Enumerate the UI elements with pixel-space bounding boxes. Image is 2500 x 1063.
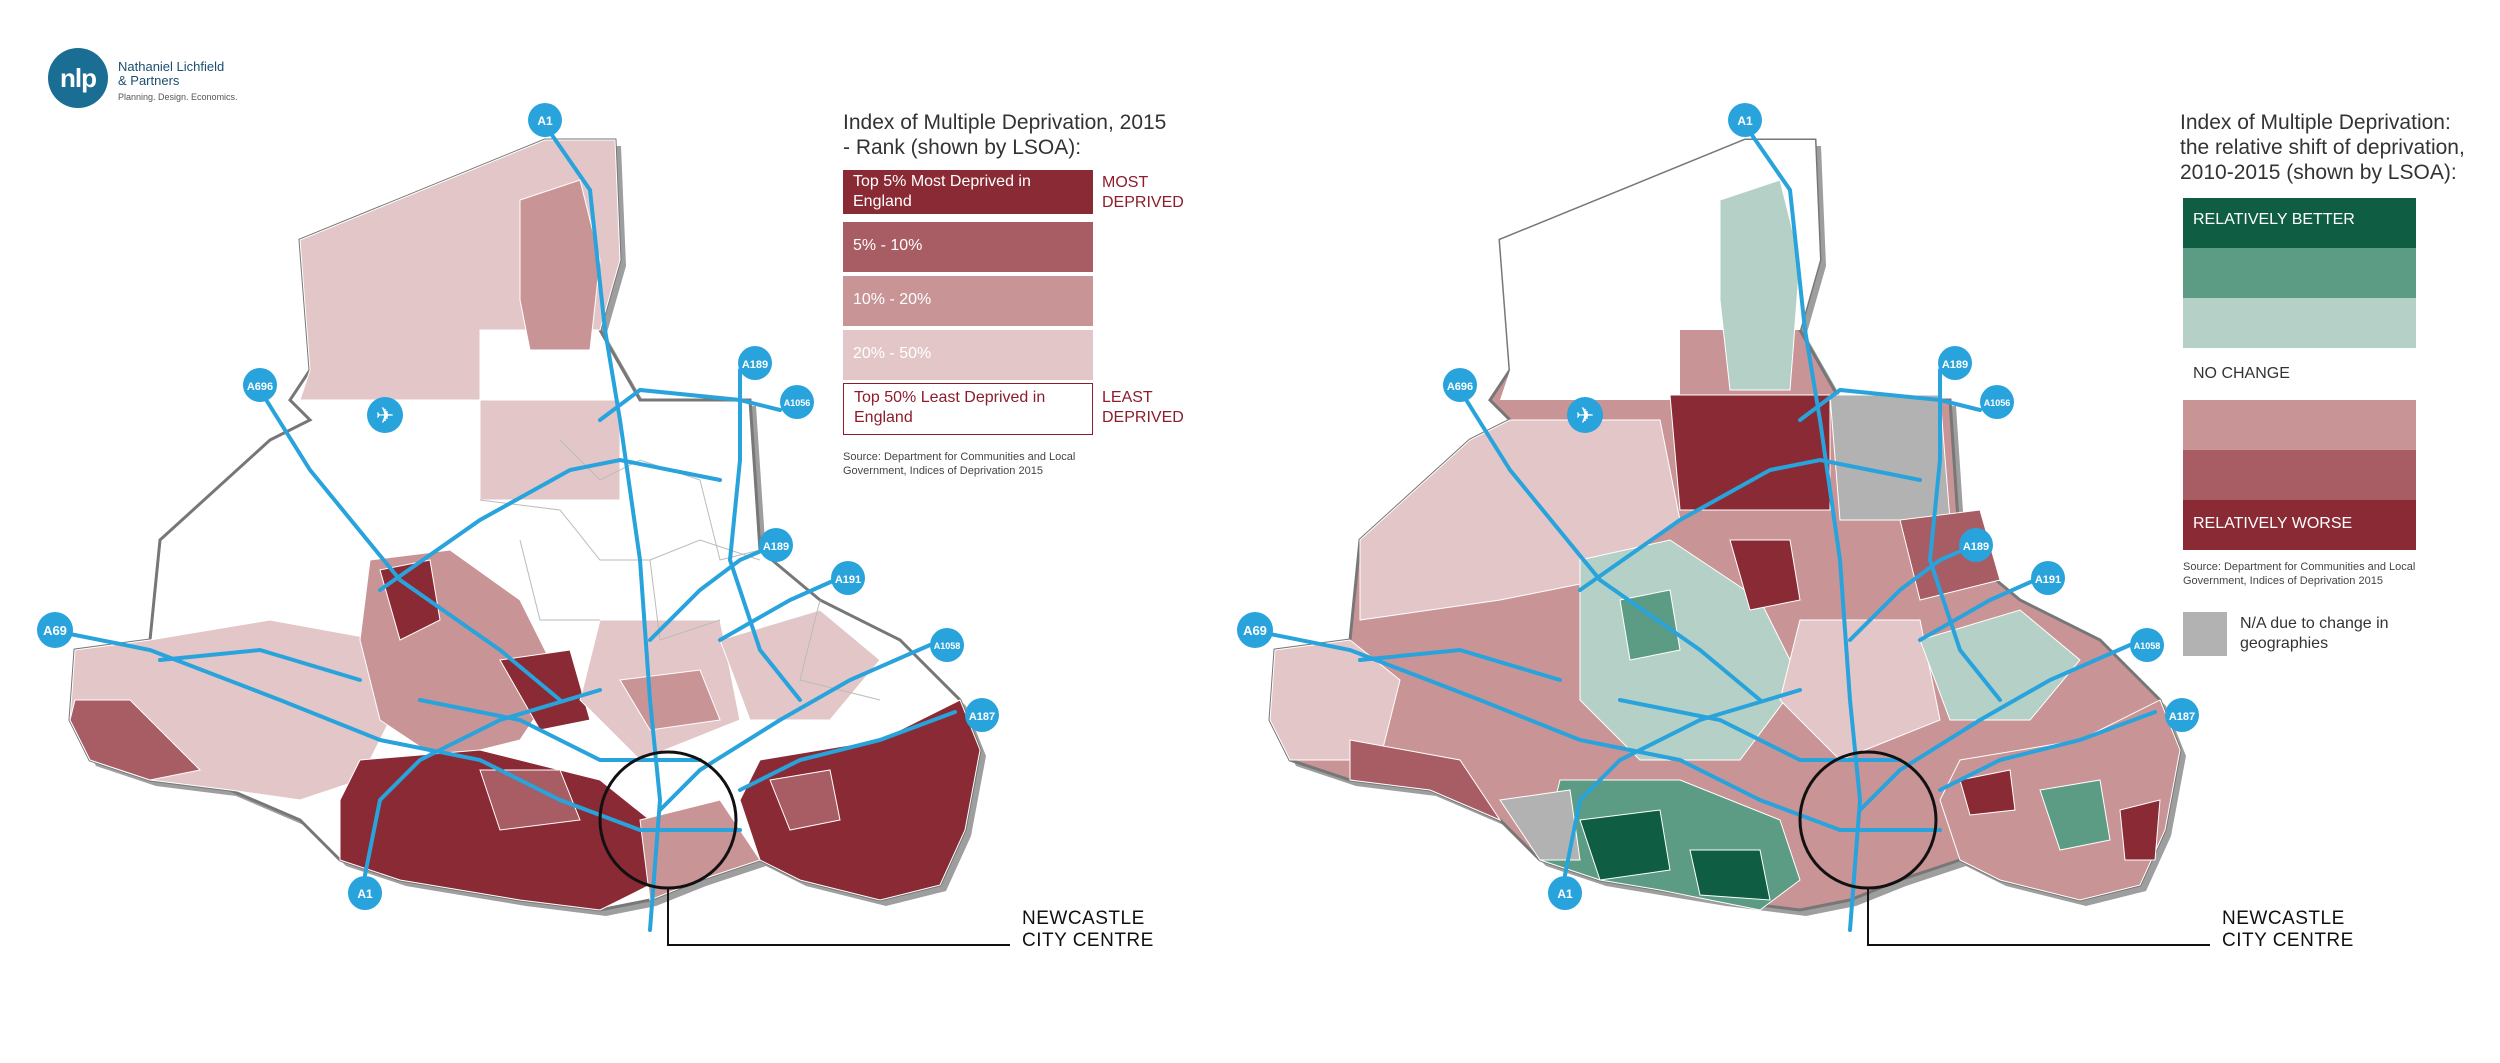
right-road-label-a1-north: A1: [1737, 114, 1753, 128]
right-road-label-a696: A696: [1447, 381, 1473, 393]
right-road-label-a69: A69: [1243, 623, 1267, 638]
right-legend-worse-mid: [2183, 450, 2416, 500]
svg-text:✈: ✈: [376, 403, 394, 428]
left-zone-west-edge: [69, 699, 202, 781]
left-road-label-a189-north: A189: [742, 359, 768, 371]
right-legend-better-mid: [2183, 248, 2416, 298]
nlp-logo: nlp: [48, 48, 108, 108]
right-road-markers: A1 A696 A189 A1056 A189 A191 A69 A1058 A…: [1237, 103, 2199, 910]
right-legend-title: Index of Multiple Deprivation: the relat…: [2180, 111, 2465, 184]
right-zone-centre-pale: [1779, 619, 1941, 761]
logo-name-line2: & Partners: [118, 73, 180, 88]
right-zone-west-edge: [1349, 739, 1502, 822]
right-zone-south-strong1: [1579, 809, 1671, 881]
left-zone-north-mid: [519, 179, 601, 351]
right-road-label-a191: A191: [2035, 574, 2061, 586]
right-road-network: [1248, 123, 2157, 932]
left-road-label-a1056: A1056: [784, 398, 811, 408]
left-zone-airport-east: [479, 399, 621, 501]
right-zone-east-green: [2039, 779, 2111, 851]
right-zone-na-grey-north: [1829, 394, 1951, 521]
right-zone-east-dark: [2119, 799, 2161, 861]
right-zone-south-strong2: [1689, 849, 1771, 901]
left-road-label-a1-north: A1: [537, 114, 553, 128]
left-zone-south-mid: [479, 769, 581, 831]
logo-tagline: Planning. Design. Economics.: [118, 92, 238, 102]
left-legend-top5: Top 5% Most Deprived in England: [843, 170, 1093, 214]
left-zone-east-dark: [739, 699, 981, 901]
right-road-label-a1058: A1058: [2134, 641, 2161, 651]
right-zone-centre-east-dark: [1959, 769, 2016, 816]
logo-wordmark: Nathaniel Lichfield & Partners Planning.…: [118, 60, 238, 104]
right-airport-icon: [1567, 397, 1603, 433]
right-road-label-a1056: A1056: [1984, 398, 2011, 408]
right-zone-central-dark: [1729, 539, 1801, 611]
left-road-label-a69: A69: [43, 623, 67, 638]
left-zone-east-pale: [719, 609, 881, 721]
right-legend-no-change: NO CHANGE: [2193, 365, 2290, 382]
right-road-label-a187: A187: [2169, 711, 2195, 723]
left-legend-most-label: MOST DEPRIVED: [1102, 174, 1184, 211]
right-zone-dark-block: [1669, 394, 1831, 511]
left-legend-source: Source: Department for Communities and L…: [843, 451, 1076, 477]
left-legend-least-label: LEAST DEPRIVED: [1102, 389, 1184, 426]
svg-text:✈: ✈: [1576, 403, 1594, 428]
right-legend-better-light: [2183, 298, 2416, 348]
right-zone-east-green-light: [1919, 609, 2081, 721]
left-road-label-a187: A187: [969, 711, 995, 723]
left-road-network: [48, 123, 957, 932]
right-legend-source: Source: Department for Communities and L…: [2183, 561, 2416, 587]
right-legend-worse-strong: RELATIVELY WORSE: [2183, 500, 2416, 550]
left-legend-5-10: 5% - 10%: [843, 222, 1093, 272]
right-legend-na-swatch: [2183, 612, 2227, 656]
right-zone-na-grey-south: [1499, 789, 1581, 861]
left-road-label-a696: A696: [247, 381, 273, 393]
left-legend-10-20: 10% - 20%: [843, 276, 1093, 326]
left-zone-east-mid: [769, 769, 841, 831]
logo-name-line1: Nathaniel Lichfield: [118, 59, 225, 74]
left-legend-title: Index of Multiple Deprivation, 2015 - Ra…: [843, 111, 1167, 159]
left-callout-label: NEWCASTLE CITY CENTRE: [1022, 908, 1154, 951]
left-callout-leader: [667, 888, 1010, 946]
right-zone-north-green: [1719, 179, 1801, 391]
right-road-label-a1-south: A1: [1557, 887, 1573, 901]
right-road-label-a189-north: A189: [1942, 359, 1968, 371]
left-road-markers: A1 A696 A189 A1056 A189 A191 A69 A1058 A…: [37, 103, 999, 910]
right-map: ✈ A1 A696 A189 A1056 A189 A191 A69 A1058…: [1237, 103, 2210, 946]
left-airport-icon: [367, 397, 403, 433]
right-legend-na-label: N/A due to change in geographies: [2240, 615, 2389, 652]
left-legend-20-50: 20% - 50%: [843, 330, 1093, 380]
left-road-label-a189-south: A189: [763, 541, 789, 553]
left-road-label-a1058: A1058: [934, 641, 961, 651]
left-zone-central-mid: [619, 669, 721, 731]
right-callout-label: NEWCASTLE CITY CENTRE: [2222, 908, 2354, 951]
left-road-label-a191: A191: [835, 574, 861, 586]
left-map: ✈ A1 A696 A189 A1056 A189 A191 A69 A1058…: [37, 103, 1010, 946]
left-legend-least: Top 50% Least Deprived in England: [843, 383, 1093, 435]
right-callout-leader: [1867, 888, 2210, 946]
right-road-label-a189-south: A189: [1963, 541, 1989, 553]
left-zone-centre-riverside: [639, 799, 761, 901]
right-legend-worse-light: [2183, 400, 2416, 450]
left-road-label-a1-south: A1: [357, 887, 373, 901]
right-legend-better-strong: RELATIVELY BETTER: [2183, 198, 2416, 248]
right-zone-central-green-mid: [1619, 589, 1681, 661]
